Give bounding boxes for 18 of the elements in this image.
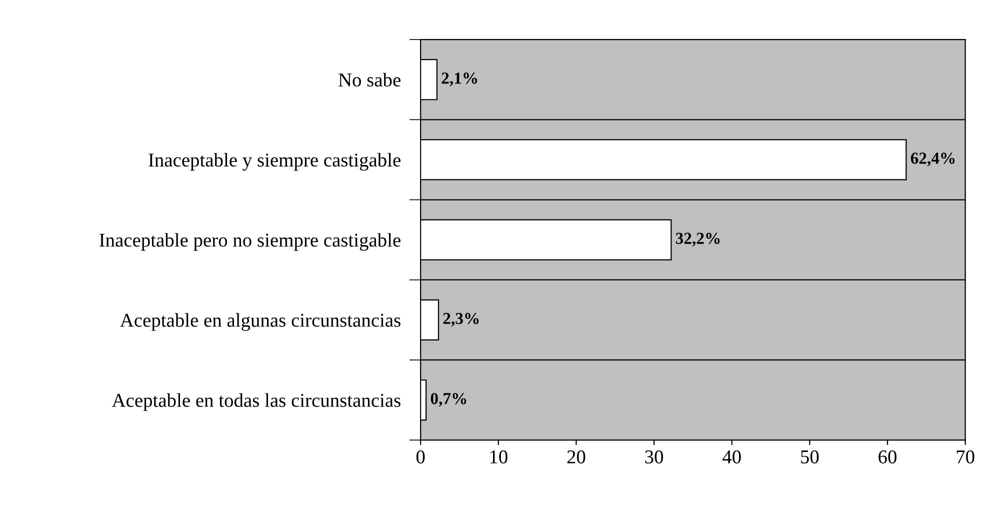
x-tick-label: 10: [490, 450, 508, 464]
x-tick-label: 60: [878, 450, 896, 464]
data-label: 0,7%: [430, 392, 466, 407]
y-tick-label: No sabe: [338, 72, 400, 87]
x-tick-label: 0: [416, 450, 425, 464]
y-tick-label: Inaceptable pero no siempre castigable: [100, 233, 400, 251]
y-tick-label: Inaceptable y siempre castigable: [148, 152, 400, 171]
data-label: 2,3%: [443, 312, 479, 327]
data-label: 32,2%: [676, 232, 720, 246]
x-tick-label: 50: [801, 450, 819, 464]
x-tick-label: 20: [567, 450, 586, 464]
data-label: 2,1%: [442, 72, 478, 86]
data-label: 62,4%: [910, 152, 955, 166]
x-tick-label: 70: [956, 450, 974, 464]
y-tick-label: Aceptable en todas las circunstancias: [112, 393, 400, 411]
x-tick-label: 30: [645, 450, 664, 464]
x-tick-label: 40: [722, 450, 741, 464]
y-tick-label: Aceptable en algunas circunstancias: [120, 313, 400, 331]
